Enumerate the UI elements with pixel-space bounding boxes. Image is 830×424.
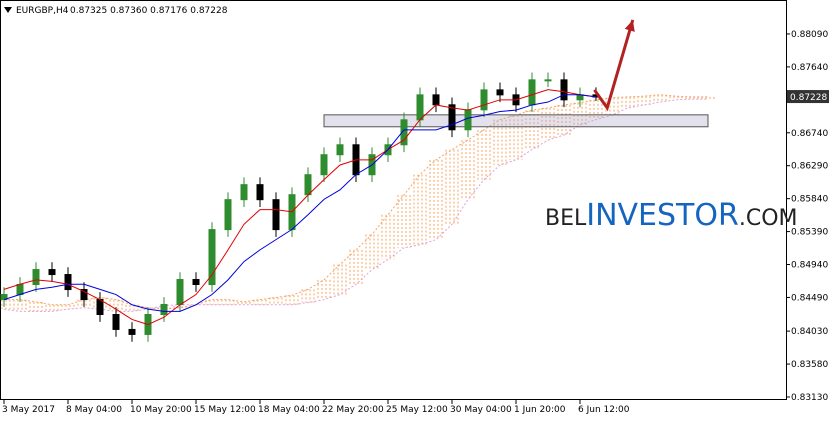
watermark: BELINVESTOR.COM [545,198,798,233]
candle-body [544,79,552,82]
candle-body [96,299,104,316]
y-tick-label: 0.84940 [791,261,828,271]
x-tick-label: 15 May 12:00 [194,405,256,415]
zone [323,114,709,128]
candle-body [128,328,136,335]
last-price-label: 0.87228 [790,93,827,103]
x-tick-label: 3 May 2017 [2,405,55,415]
candle-body [320,154,328,176]
senkou-span-b [3,98,708,312]
candle-body [208,229,216,286]
candle-body [64,274,72,291]
candle-body [528,79,536,106]
arrow-head [624,19,635,32]
watermark-part: INVESTOR [586,198,739,233]
x-tick-label: 30 May 04:00 [450,405,512,415]
last-price-box [787,90,829,104]
candle-body [576,94,584,101]
ohlc-label: 0.87325 0.87360 0.87176 0.87228 [70,6,228,16]
tenkan-sen [3,89,597,326]
chart-title: EURGBP,H4 [16,6,69,16]
candle-body [176,279,184,305]
candle-body [304,174,312,196]
candle-body [160,303,168,316]
x-tick-label: 22 May 20:00 [322,405,384,415]
y-tick-label: 0.86290 [791,162,828,172]
candle-body [80,289,88,301]
y-tick-label: 0.85390 [791,228,828,238]
candle-body [496,89,504,96]
y-tick-label: 0.84490 [791,293,828,303]
candle-body [464,109,472,131]
y-tick-label: 0.83580 [791,360,828,370]
x-tick-label: 18 May 04:00 [258,405,320,415]
candle-body [432,94,440,106]
candle-body [256,184,264,201]
x-tick-label: 1 Jun 20:00 [514,405,566,415]
candle-body [272,199,280,231]
candle-body [48,269,56,276]
y-tick-label: 0.85840 [791,195,828,205]
y-tick-label: 0.88090 [791,30,828,40]
candle-body [480,89,488,111]
candle-body [448,104,456,131]
y-tick-label: 0.83130 [791,393,828,403]
candle-body [32,269,40,286]
y-tick-label: 0.86740 [791,129,828,139]
candle-body [400,119,408,146]
x-tick-label: 8 May 04:00 [66,405,122,415]
x-tick-label: 6 Jun 12:00 [578,405,630,415]
x-tick-label: 10 May 20:00 [130,405,192,415]
candle-body [16,284,24,296]
candle-body [416,94,424,121]
y-tick-label: 0.84030 [791,327,828,337]
senkou-span-a [4,94,708,310]
candle-body [112,314,120,330]
y-tick-label: 0.87640 [791,63,828,73]
candle-body [336,144,344,156]
watermark-part: BEL [545,206,587,231]
candle-body [192,279,200,286]
watermark-part: .COM [739,206,798,231]
x-tick-label: 25 May 12:00 [386,405,448,415]
arrow [593,19,635,112]
candle-body [560,79,568,101]
menu-triangle [4,7,12,13]
candle-body [240,184,248,201]
candle-body [224,199,232,231]
kijun-sen [3,94,597,312]
